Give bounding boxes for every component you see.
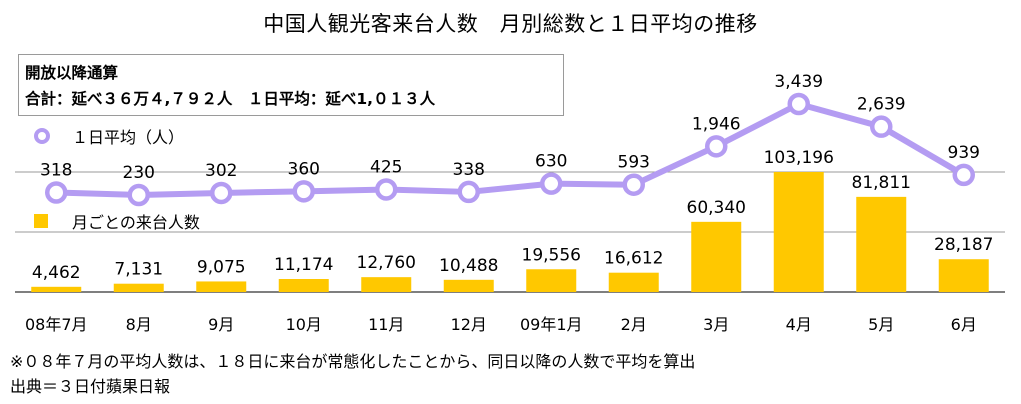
line-point-10 xyxy=(787,92,810,116)
line-value-label: 338 xyxy=(453,160,485,180)
bar-value-label: 9,075 xyxy=(197,257,246,277)
bar-9 xyxy=(691,221,742,292)
line-value-label: 630 xyxy=(535,152,567,172)
line-value-label: 593 xyxy=(618,153,650,173)
bar-1 xyxy=(31,286,82,292)
summary-box: 開放以降通算 合計：延べ３６万４,７９２人 １日平均：延べ1,０１３人 xyxy=(18,54,564,116)
bar-12 xyxy=(938,259,989,292)
line-point-2 xyxy=(127,183,150,207)
bar-7 xyxy=(526,269,577,292)
bar-value-label: 28,187 xyxy=(934,235,993,255)
line-point-9 xyxy=(705,135,728,158)
daily-average-line xyxy=(56,101,966,198)
x-tick-label: 09年1月 xyxy=(520,315,583,334)
line-value-label: 425 xyxy=(370,157,402,177)
bar-value-label: 16,612 xyxy=(604,249,663,269)
x-tick-label: 3月 xyxy=(703,315,729,334)
line-point-7 xyxy=(540,172,563,195)
summary-heading: 開放以降通算 xyxy=(25,64,119,82)
line-value-label: 318 xyxy=(40,161,72,181)
bar-4 xyxy=(278,279,329,292)
legend-item-monthly-total: 月ごとの来台人数 xyxy=(34,209,200,233)
bar-series xyxy=(31,172,989,292)
bar-value-label: 103,196 xyxy=(764,148,834,168)
legend-item-daily-average: １日平均（人） xyxy=(34,124,184,148)
line-point-11 xyxy=(870,115,893,138)
x-tick-label: 08年7月 xyxy=(25,315,88,334)
x-tick-label: 6月 xyxy=(951,315,977,334)
bar-swatch-icon xyxy=(34,214,48,228)
bar-value-label: 4,462 xyxy=(32,263,81,283)
bar-10 xyxy=(773,172,824,292)
bar-8 xyxy=(608,272,659,292)
line-value-label: 2,639 xyxy=(857,95,906,115)
line-value-label: 939 xyxy=(948,143,980,163)
summary-totals: 合計：延べ３６万４,７９２人 １日平均：延べ1,０１３人 xyxy=(25,90,436,108)
grid-lines xyxy=(15,171,1005,293)
bar-3 xyxy=(196,281,247,292)
x-axis-ticks: 08年7月 8月 9月 10月 11月 12月 09年1月 2月 3月 4月 5月 6月 xyxy=(25,315,977,334)
source-note: 出典＝３日付蘋果日報 xyxy=(10,377,171,396)
data-labels: 4,462 7,131 9,075 11,174 12,760 10,488 19,556 1… xyxy=(32,72,994,283)
line-value-label: 230 xyxy=(123,163,155,183)
x-tick-label: 11月 xyxy=(368,315,404,334)
bar-5 xyxy=(361,277,412,292)
bar-value-label: 12,760 xyxy=(357,253,416,273)
footnote: ※０８年７月の平均人数は、１８日に来台が常態化したことから、同日以降の人数で平均… xyxy=(10,352,696,371)
line-series xyxy=(45,92,975,207)
legend-label-daily-average: １日平均（人） xyxy=(72,128,185,147)
line-value-label: 302 xyxy=(205,161,237,181)
line-value-label: 360 xyxy=(288,159,320,179)
bar-11 xyxy=(856,196,907,292)
line-value-label: 3,439 xyxy=(774,72,823,92)
bar-value-label: 11,174 xyxy=(274,255,333,275)
line-point-4 xyxy=(292,180,315,203)
line-point-8 xyxy=(622,173,645,196)
x-tick-label: 4月 xyxy=(786,315,812,334)
chart-title: 中国人観光客来台人数 月別総数と１日平均の推移 xyxy=(263,12,758,36)
line-point-1 xyxy=(45,181,68,204)
bar-value-label: 19,556 xyxy=(522,245,581,265)
line-point-5 xyxy=(375,178,398,201)
legend-label-monthly-total: 月ごとの来台人数 xyxy=(72,213,200,232)
bar-6 xyxy=(443,279,494,292)
bar-value-label: 7,131 xyxy=(114,260,163,280)
bar-value-label: 10,488 xyxy=(439,256,498,276)
line-value-label: 1,946 xyxy=(692,114,741,134)
bar-2 xyxy=(113,283,164,292)
line-point-12 xyxy=(952,163,975,187)
x-tick-label: 12月 xyxy=(451,315,487,334)
x-tick-label: 2月 xyxy=(621,315,647,334)
bar-value-label: 60,340 xyxy=(687,198,746,218)
x-tick-label: 9月 xyxy=(208,315,234,334)
line-marker-icon xyxy=(34,128,50,144)
line-point-6 xyxy=(457,180,480,204)
x-tick-label: 8月 xyxy=(126,315,152,334)
x-tick-label: 5月 xyxy=(868,315,894,334)
bar-value-label: 81,811 xyxy=(852,173,911,193)
line-point-3 xyxy=(210,181,233,205)
x-tick-label: 10月 xyxy=(286,315,322,334)
